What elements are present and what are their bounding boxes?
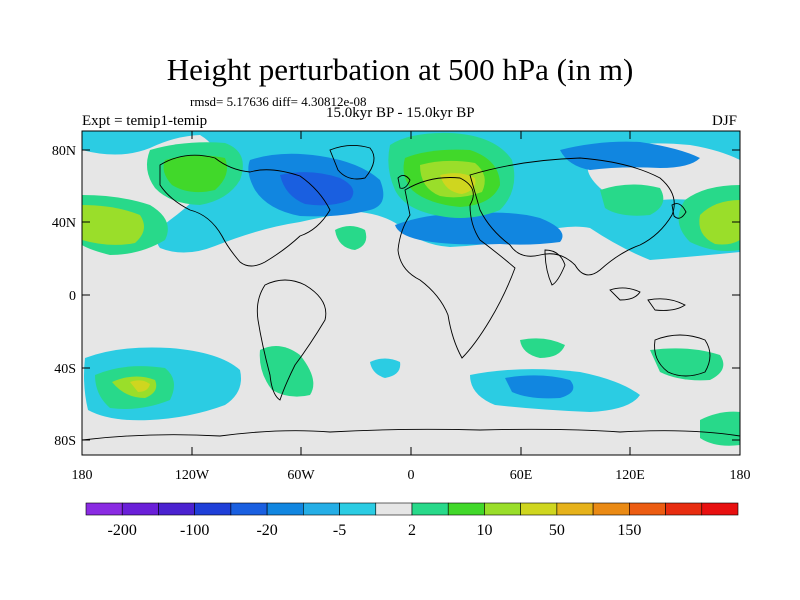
lat-tick-label: 80N	[52, 144, 76, 159]
contour-blue-north-pacific	[560, 141, 700, 170]
lat-tick-label: 40S	[54, 362, 76, 377]
map-field	[82, 131, 740, 455]
lat-tick-label: 40N	[52, 216, 76, 231]
colorbar-label: -200	[108, 522, 137, 539]
contour-blue-eurasia	[395, 212, 563, 245]
colorbar-swatch	[158, 502, 195, 516]
lon-tick-label: 120E	[615, 468, 645, 483]
coastlines	[82, 145, 740, 441]
colorbar-swatch	[375, 502, 413, 516]
contour-yellow-south-pacific	[130, 380, 150, 392]
colorbar-label: 150	[617, 522, 641, 539]
colorbar-label: -20	[256, 522, 277, 539]
contour-green-atlantic	[335, 226, 367, 250]
contour-green-asia	[600, 184, 664, 216]
colorbar-swatch	[194, 502, 232, 516]
colorbar	[85, 502, 739, 516]
colorbar-label: -100	[180, 522, 209, 539]
colorbar-swatch	[121, 502, 159, 516]
colorbar-swatch	[484, 502, 521, 516]
colorbar-swatch	[701, 502, 739, 516]
contour-yellow-green-pacific-west	[82, 205, 144, 245]
lon-tick-label: 0	[408, 468, 415, 483]
colorbar-swatch	[665, 502, 703, 516]
colorbar-swatch	[520, 502, 558, 516]
lon-axis	[81, 131, 741, 455]
colorbar-swatch	[303, 502, 340, 516]
lat-axis	[82, 149, 740, 441]
lon-tick-label: 60E	[510, 468, 533, 483]
period-label: 15.0kyr BP - 15.0kyr BP	[326, 105, 475, 121]
contour-lime-alaska	[163, 155, 228, 193]
contour-green-madagascar	[520, 338, 565, 358]
colorbar-labels: -200 -100 -20 -5 2 10 50 150	[108, 522, 642, 539]
plot-title: Height perturbation at 500 hPa (in m)	[166, 52, 634, 87]
season-label: DJF	[712, 113, 738, 129]
contour-green-antarctic-east	[700, 411, 740, 446]
colorbar-swatch	[266, 502, 304, 516]
contour-cyan-south-atlantic	[370, 358, 401, 378]
experiment-label: Expt = temip1-temip	[82, 113, 208, 129]
contour-blue-south-indian	[505, 375, 574, 399]
contour-deep-blue-north-america	[280, 172, 354, 206]
colorbar-swatch	[592, 502, 630, 516]
colorbar-label: 50	[549, 522, 565, 539]
colorbar-swatch	[447, 502, 485, 516]
lat-tick-label: 0	[69, 289, 76, 304]
lon-tick-label: 180	[72, 468, 93, 483]
lat-tick-label: 80S	[54, 434, 76, 449]
colorbar-swatch	[230, 502, 268, 516]
colorbar-label: 10	[476, 522, 492, 539]
lon-tick-label: 120W	[175, 468, 210, 483]
colorbar-swatch	[339, 502, 377, 516]
colorbar-swatch	[556, 502, 594, 516]
colorbar-label: 2	[408, 522, 416, 539]
colorbar-swatch	[85, 502, 123, 516]
stats-text: rmsd= 5.17636 diff= 4.30812e-08	[190, 94, 367, 109]
colorbar-label: -5	[333, 522, 346, 539]
contour-yellow-europe	[440, 173, 476, 194]
contour-yellow-green-pacific-east	[699, 200, 740, 245]
lon-tick-label: 180	[730, 468, 751, 483]
colorbar-swatch	[629, 502, 666, 516]
colorbar-swatch	[411, 502, 449, 516]
lon-tick-label: 60W	[287, 468, 315, 483]
